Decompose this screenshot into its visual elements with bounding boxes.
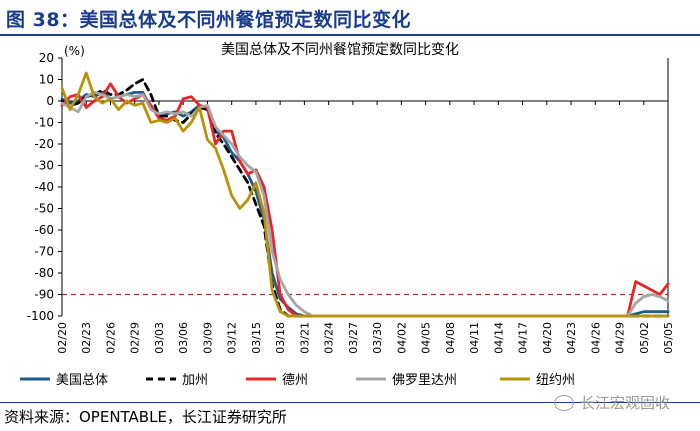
y-tick-label: -30 [34, 159, 54, 173]
x-tick-label: 04/23 [565, 322, 578, 354]
x-tick-label: 04/11 [468, 322, 481, 354]
x-tick-label: 03/09 [201, 322, 214, 354]
chart-title: 美国总体及不同州餐馆预定数同比变化 [221, 42, 459, 58]
x-tick-label: 03/21 [298, 322, 311, 354]
y-tick-label: -60 [34, 223, 54, 237]
title-rule [0, 34, 700, 36]
x-tick-label: 03/27 [347, 322, 360, 354]
x-tick-label: 03/03 [153, 322, 166, 354]
y-tick-label: 10 [39, 73, 54, 87]
y-tick-label: -10 [34, 116, 54, 130]
x-tick-label: 02/29 [129, 322, 142, 354]
series-line-4 [60, 91, 670, 318]
x-tick-label: 04/05 [420, 322, 433, 354]
series-line-1 [60, 91, 670, 318]
y-tick-label: -80 [34, 266, 54, 280]
chart: 20100-10-20-30-40-50-60-70-80-90-10002/2… [20, 42, 675, 388]
y-tick-label: -50 [34, 202, 54, 216]
watermark: 长江宏观固收 [553, 392, 670, 413]
x-tick-label: 04/26 [589, 322, 602, 354]
legend-label-4: 佛罗里达州 [392, 373, 457, 388]
legend-label-5: 纽约州 [536, 373, 575, 388]
y-tick-label: -100 [27, 309, 54, 323]
legend-label-1: 美国总体 [56, 373, 108, 388]
source-note: 资料来源：OPENTABLE，长江证券研究所 [4, 408, 287, 426]
x-tick-label: 02/26 [104, 322, 117, 354]
legend-label-3: 德州 [282, 373, 308, 388]
x-tick-label: 04/20 [541, 322, 554, 354]
x-tick-label: 04/29 [614, 322, 627, 354]
x-tick-label: 02/23 [80, 322, 93, 354]
figure-title: 图 38：美国总体及不同州餐馆预定数同比变化 [6, 9, 412, 31]
x-tick-label: 04/08 [444, 322, 457, 354]
x-tick-label: 05/02 [638, 322, 651, 354]
x-tick-label: 03/30 [371, 322, 384, 354]
series-line-3 [60, 82, 670, 318]
y-tick-label: 20 [39, 51, 54, 65]
y-tick-label: -40 [34, 180, 54, 194]
x-tick-label: 04/17 [517, 322, 530, 354]
y-tick-label: -20 [34, 137, 54, 151]
x-tick-label: 03/06 [177, 322, 190, 354]
watermark-text: 长江宏观固收 [579, 394, 670, 412]
wechat-icon [553, 394, 574, 411]
x-tick-label: 03/12 [226, 322, 239, 354]
x-tick-label: 03/24 [323, 322, 336, 354]
y-tick-label: 0 [46, 94, 54, 108]
x-tick-label: 05/05 [662, 322, 675, 354]
x-tick-label: 03/18 [274, 322, 287, 354]
x-tick-label: 02/20 [56, 322, 69, 354]
source-rule [0, 402, 700, 403]
y-tick-label: -90 [34, 288, 54, 302]
x-tick-label: 04/02 [395, 322, 408, 354]
series-line-5 [60, 71, 670, 318]
y-axis-label: (%) [64, 44, 85, 58]
y-tick-label: -70 [34, 245, 54, 259]
x-tick-label: 03/15 [250, 322, 263, 354]
plot-area: 20100-10-20-30-40-50-60-70-80-90-10002/2… [20, 51, 675, 388]
series-line-2 [60, 78, 670, 318]
legend-label-2: 加州 [182, 373, 208, 388]
x-tick-label: 04/14 [492, 322, 505, 354]
